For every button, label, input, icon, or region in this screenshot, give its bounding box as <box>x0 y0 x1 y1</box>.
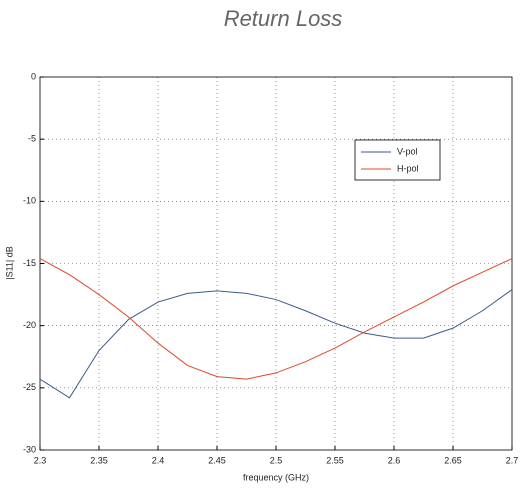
x-tick-label: 2.3 <box>34 455 47 465</box>
x-tick-label: 2.65 <box>444 455 462 465</box>
x-axis-label: frequency (GHz) <box>243 472 309 482</box>
plot-frame <box>39 76 513 451</box>
y-tick-label: -20 <box>23 320 36 330</box>
y-tick-label: -10 <box>23 196 36 206</box>
series-line <box>39 289 513 399</box>
y-tick-label: -30 <box>23 444 36 454</box>
legend-label: H-pol <box>397 163 419 173</box>
chart-title: Return Loss <box>224 6 343 31</box>
y-tick-label: -5 <box>28 134 36 144</box>
x-tick-label: 2.4 <box>152 455 165 465</box>
y-axis-label: |S11| dB <box>4 246 14 280</box>
legend-box <box>354 139 441 181</box>
x-tick-label: 2.55 <box>326 455 344 465</box>
y-tick-label: 0 <box>31 71 36 81</box>
x-tick-label: 2.35 <box>90 455 108 465</box>
series-line <box>39 258 513 380</box>
legend-label: V-pol <box>397 146 418 156</box>
x-tick-label: 2.45 <box>208 455 226 465</box>
y-tick-label: -25 <box>23 382 36 392</box>
y-tick-label: -15 <box>23 258 36 268</box>
x-tick-label: 2.5 <box>270 455 283 465</box>
x-tick-label: 2.7 <box>506 455 519 465</box>
x-tick-label: 2.6 <box>388 455 401 465</box>
